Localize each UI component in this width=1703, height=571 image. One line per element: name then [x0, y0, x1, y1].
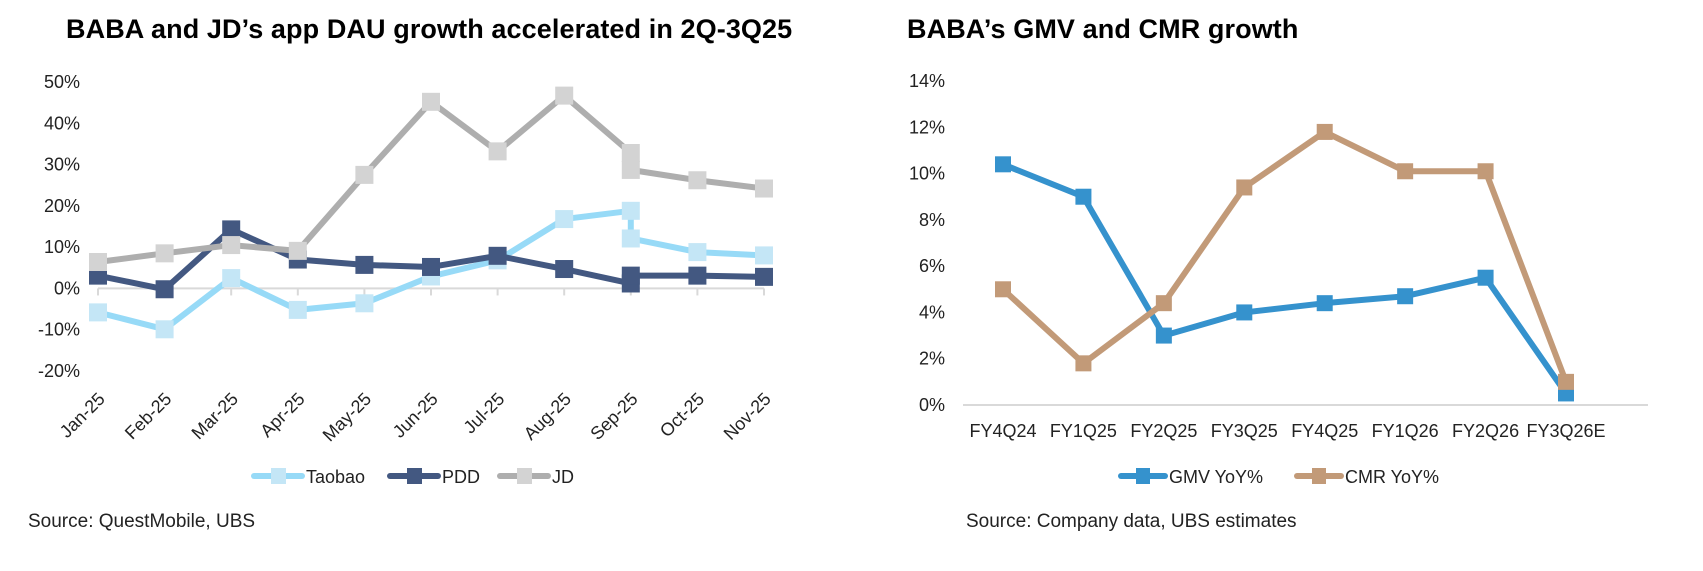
- y-tick-label: 6%: [919, 256, 945, 276]
- data-point-gmv-yoy: [1155, 327, 1172, 344]
- data-point-pdd: [89, 266, 107, 285]
- legend-marker-taobao: [271, 468, 286, 484]
- data-point-pdd: [755, 267, 773, 286]
- data-point-pdd: [422, 257, 440, 276]
- data-point-jd: [288, 241, 307, 260]
- data-point-jd: [355, 165, 374, 184]
- x-tick-label: FY4Q24: [969, 421, 1036, 441]
- data-point-taobao: [755, 246, 773, 265]
- x-tick-label: FY4Q25: [1291, 421, 1358, 441]
- legend-label-jd: JD: [552, 467, 574, 487]
- data-point-jd: [488, 142, 507, 161]
- data-point-gmv-yoy: [995, 156, 1011, 173]
- data-point-taobao: [688, 243, 707, 262]
- data-point-gmv-yoy: [1397, 288, 1414, 305]
- x-tick-label: FY2Q25: [1130, 421, 1197, 441]
- right-chart-source: Source: Company data, UBS estimates: [966, 511, 1297, 532]
- data-point-pdd: [355, 255, 374, 274]
- y-tick-label: 10%: [909, 164, 945, 184]
- data-point-cmr-yoy: [1236, 179, 1253, 196]
- dau-growth-chart: -20%-10%0%10%20%30%40%50%Jan-25 Feb-25 Mar…: [38, 72, 775, 487]
- data-point-taobao: [621, 229, 640, 248]
- legend-marker-gmv-yoy: [1136, 468, 1150, 484]
- data-point-taobao: [288, 300, 307, 319]
- data-point-gmv-yoy: [1316, 295, 1333, 312]
- data-point-pdd: [688, 266, 707, 285]
- right-chart-title: BABA’s GMV and CMR growth: [907, 14, 1299, 44]
- series-line-cmr-yoy: [1000, 128, 1569, 383]
- data-point-taobao: [621, 201, 640, 220]
- data-point-taobao: [555, 210, 574, 229]
- y-tick-label: -10%: [38, 320, 80, 340]
- data-point-taobao: [222, 269, 241, 288]
- y-tick-label: 30%: [44, 155, 80, 175]
- y-tick-label: 50%: [44, 72, 80, 92]
- y-tick-label: 2%: [919, 349, 945, 369]
- data-point-jd: [755, 179, 773, 198]
- data-point-cmr-yoy: [1155, 295, 1172, 312]
- x-tick-label: FY1Q26: [1372, 421, 1439, 441]
- data-point-jd: [422, 92, 440, 111]
- legend-label-cmr-yoy: CMR YoY%: [1345, 467, 1439, 487]
- data-point-jd: [222, 236, 241, 255]
- y-tick-label: 0%: [919, 395, 945, 415]
- data-point-jd: [555, 86, 574, 105]
- data-point-pdd: [155, 280, 174, 299]
- data-point-cmr-yoy: [995, 281, 1011, 298]
- y-tick-label: 20%: [44, 196, 80, 216]
- data-point-cmr-yoy: [1477, 163, 1494, 180]
- data-point-gmv-yoy: [1075, 188, 1092, 205]
- y-tick-label: 4%: [919, 302, 945, 322]
- y-tick-label: 8%: [919, 210, 945, 230]
- series-line-jd: [97, 92, 765, 265]
- legend-label-gmv-yoy: GMV YoY%: [1169, 467, 1263, 487]
- series-line-pdd: [97, 226, 765, 293]
- data-point-pdd: [555, 260, 574, 279]
- y-tick-label: 12%: [909, 117, 945, 137]
- data-point-jd: [621, 160, 640, 179]
- data-point-gmv-yoy: [1477, 269, 1494, 286]
- x-tick-label: FY3Q26E: [1526, 421, 1605, 441]
- gmv-cmr-chart: 0% 2% 4% 6% 8% 10% 12% 14% FY4Q24 FY1Q25 FY2Q25 FY3…: [909, 71, 1648, 487]
- data-point-pdd: [488, 246, 507, 265]
- data-point-jd: [155, 244, 174, 263]
- data-point-pdd: [621, 266, 640, 285]
- legend-marker-cmr-yoy: [1312, 468, 1326, 484]
- x-tick-label: FY1Q25: [1050, 421, 1117, 441]
- legend-marker-pdd: [407, 468, 422, 484]
- data-point-pdd: [222, 220, 241, 239]
- data-point-cmr-yoy: [1558, 373, 1574, 390]
- x-tick-label: FY3Q25: [1211, 421, 1278, 441]
- y-tick-label: 14%: [909, 71, 945, 91]
- data-point-cmr-yoy: [1075, 355, 1092, 372]
- y-tick-label: -20%: [38, 361, 80, 381]
- data-point-taobao: [155, 320, 174, 339]
- data-point-jd: [89, 253, 107, 272]
- x-tick-label: FY2Q26: [1452, 421, 1519, 441]
- data-point-gmv-yoy: [1236, 304, 1253, 321]
- y-tick-label: 0%: [54, 278, 80, 298]
- data-point-jd: [688, 171, 707, 190]
- legend-label-pdd: PDD: [442, 467, 480, 487]
- data-point-jd: [621, 144, 640, 163]
- data-point-taobao: [89, 303, 107, 322]
- legend-marker-jd: [517, 468, 532, 484]
- legend-label-taobao: Taobao: [306, 467, 365, 487]
- series-line-taobao: [97, 207, 765, 333]
- data-point-cmr-yoy: [1397, 163, 1414, 180]
- left-chart-title: BABA and JD’s app DAU growth accelerated…: [66, 14, 793, 44]
- y-tick-label: 40%: [44, 113, 80, 133]
- y-tick-label: 10%: [44, 237, 80, 257]
- data-point-taobao: [355, 294, 374, 313]
- series-line-gmv-yoy: [1001, 161, 1569, 396]
- left-chart-source: Source: QuestMobile, UBS: [28, 511, 256, 532]
- data-point-cmr-yoy: [1316, 123, 1333, 140]
